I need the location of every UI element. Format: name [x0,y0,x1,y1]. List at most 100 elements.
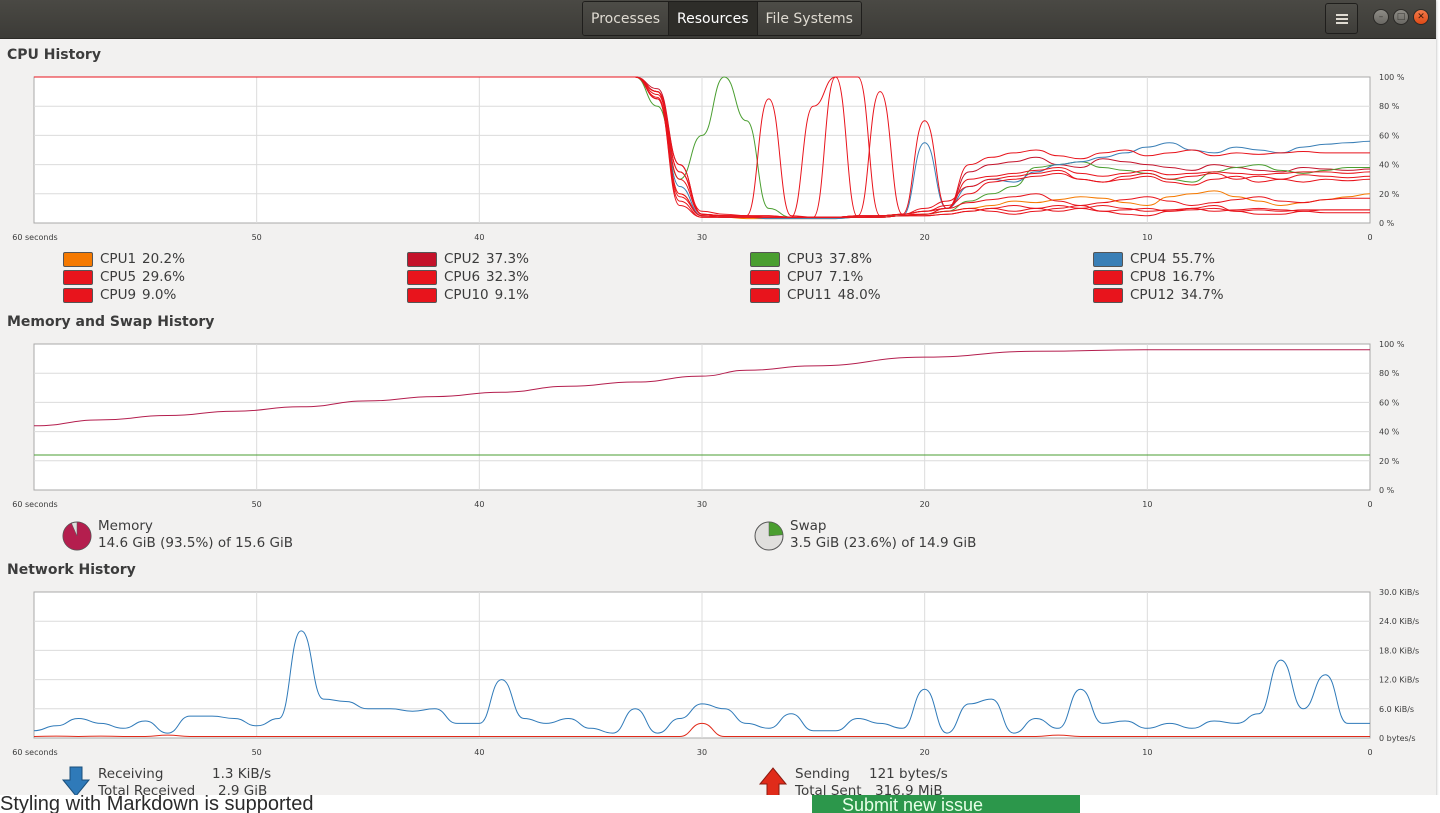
cpu-legend-item[interactable]: CPU2 37.3% [407,251,529,267]
cpu-legend-item[interactable]: CPU9 9.0% [63,287,176,303]
cpu-value: 37.8% [829,251,872,267]
sending-label: Sending [795,766,850,782]
color-swatch[interactable] [407,287,437,303]
x-tick-label: 60 seconds [12,748,57,757]
cpu-legend-item[interactable]: CPU3 37.8% [750,251,872,267]
background-submit-button[interactable]: Submit new issue [812,795,1080,813]
series-line-cpu12 [33,76,1371,218]
tab-processes[interactable]: Processes [583,2,670,35]
receiving-value: 1.3 KiB/s [212,766,272,782]
cpu-legend-item[interactable]: CPU11 48.0% [750,287,881,303]
x-tick-label: 0 [1367,500,1372,509]
color-swatch[interactable] [1093,269,1123,285]
x-tick-label: 40 [474,233,484,242]
x-tick-label: 20 [920,748,930,757]
cpu-legend-item[interactable]: CPU4 55.7% [1093,251,1215,267]
background-web-page: Styling with Markdown is supported Submi… [0,795,1440,813]
cpu-value: 55.7% [1172,251,1215,267]
color-swatch[interactable] [407,269,437,285]
color-swatch[interactable] [1093,287,1123,303]
y-tick-label: 0 bytes/s [1379,734,1416,743]
network-history-graph: 30.0 KiB/s 24.0 KiB/s 18.0 KiB/s 12.0 KiB/s… [12,588,1419,757]
cpu-value: 20.2% [142,251,185,267]
color-swatch[interactable] [63,287,93,303]
color-swatch[interactable] [750,269,780,285]
x-tick-label: 0 [1367,748,1372,757]
x-tick-label: 50 [252,500,262,509]
x-tick-label: 30 [697,233,707,242]
y-tick-label: 60 % [1379,398,1400,407]
color-swatch[interactable] [63,251,93,267]
y-tick-label: 6.0 KiB/s [1379,705,1414,714]
x-tick-label: 20 [920,500,930,509]
cpu-value: 48.0% [837,287,881,303]
sending-arrow-icon [758,767,788,798]
color-swatch[interactable] [407,251,437,267]
cpu-legend-item[interactable]: CPU1 20.2% [63,251,185,267]
y-tick-label: 100 % [1379,73,1405,82]
cpu-name: CPU8 [1130,269,1167,285]
tab-resources[interactable]: Resources [669,2,758,35]
series-line-memory [33,349,1370,427]
cpu-name: CPU2 [444,251,481,267]
y-tick-label: 12.0 KiB/s [1379,676,1419,685]
cpu-name: CPU3 [787,251,824,267]
x-tick-label: 50 [252,233,262,242]
cpu-legend-item[interactable]: CPU8 16.7% [1093,269,1215,285]
memory-detail: 14.6 GiB (93.5%) of 15.6 GiB [98,535,293,551]
cpu-legend-item[interactable]: CPU12 34.7% [1093,287,1224,303]
view-switcher: Processes Resources File Systems [582,1,862,36]
cpu-name: CPU5 [100,269,137,285]
network-history-title: Network History [7,562,136,578]
close-icon[interactable]: ✕ [1413,9,1429,25]
color-swatch[interactable] [1093,251,1123,267]
background-markdown-text: Styling with Markdown is supported [0,795,314,813]
cpu-value: 32.3% [486,269,529,285]
cpu-legend-item[interactable]: CPU7 7.1% [750,269,863,285]
x-tick-label: 60 seconds [12,233,57,242]
color-swatch[interactable] [63,269,93,285]
cpu-legend-item[interactable]: CPU5 29.6% [63,269,185,285]
cpu-name: CPU4 [1130,251,1167,267]
swap-label: Swap [790,518,827,534]
minimize-icon[interactable]: – [1373,9,1389,25]
y-tick-label: 24.0 KiB/s [1379,617,1419,626]
tab-file-systems[interactable]: File Systems [757,2,861,35]
cpu-name: CPU10 [444,287,489,303]
hamburger-icon[interactable] [1325,3,1358,34]
color-swatch[interactable] [750,251,780,267]
series-line-receiving [33,630,1370,734]
receiving-label: Receiving [98,766,164,782]
cpu-legend-item[interactable]: CPU6 32.3% [407,269,529,285]
cpu-value: 37.3% [486,251,529,267]
header-bar: Processes Resources File Systems – □ ✕ [0,0,1436,39]
x-tick-label: 60 seconds [12,500,57,509]
y-tick-label: 80 % [1379,369,1400,378]
cpu-value: 7.1% [829,269,864,285]
y-tick-label: 18.0 KiB/s [1379,646,1419,655]
memory-swap-history-graph: 100 % 80 % 60 % 40 % 20 % 0 % 60 seconds 50 40 30… [12,340,1405,509]
cpu-value: 34.7% [1180,287,1224,303]
y-tick-label: 20 % [1379,457,1400,466]
y-tick-label: 80 % [1379,102,1400,111]
cpu-legend-item[interactable]: CPU10 9.1% [407,287,529,303]
receiving-arrow-icon [61,766,91,797]
y-tick-label: 30.0 KiB/s [1379,588,1419,597]
color-swatch[interactable] [750,287,780,303]
memory-swap-history-title: Memory and Swap History [7,314,215,330]
x-tick-label: 30 [697,500,707,509]
x-tick-label: 10 [1142,500,1152,509]
cpu-name: CPU11 [787,287,832,303]
cpu-value: 9.1% [494,287,529,303]
y-tick-label: 40 % [1379,428,1400,437]
cpu-value: 16.7% [1172,269,1215,285]
cpu-name: CPU6 [444,269,481,285]
x-tick-label: 30 [697,748,707,757]
cpu-name: CPU1 [100,251,137,267]
y-tick-label: 60 % [1379,131,1400,140]
maximize-icon[interactable]: □ [1393,9,1409,25]
x-tick-label: 0 [1367,233,1372,242]
memory-pie-icon [62,521,92,551]
x-tick-label: 40 [474,500,484,509]
